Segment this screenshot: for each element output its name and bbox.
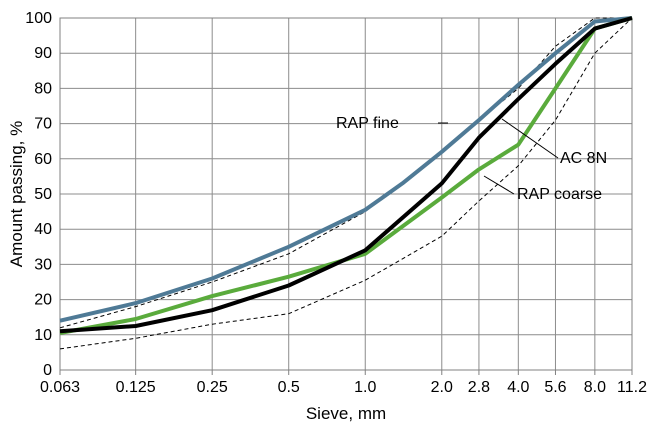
x-tick-label: 1.0	[354, 379, 376, 396]
series-line-ac-8n	[59, 16, 633, 334]
x-tick-label: 2.8	[468, 379, 490, 396]
x-tick-label: 0.063	[40, 379, 80, 396]
y-tick-label: 40	[34, 221, 52, 238]
y-tick-label: 70	[34, 116, 52, 133]
y-tick-label: 90	[34, 45, 52, 62]
y-tick-label: 30	[34, 256, 52, 273]
y-tick-label: 50	[34, 186, 52, 203]
x-tick-label: 0.25	[197, 379, 228, 396]
x-axis-ticks: 0.063 0.125 0.25 0.5 1.0 2.0 2.8 4.0 5.6 8.0 11.2	[40, 379, 647, 396]
x-tick-label: 0.125	[116, 379, 156, 396]
plot-area-frame	[59, 17, 633, 371]
y-tick-label: 60	[34, 151, 52, 168]
callout-label-rap-coarse: RAP coarse	[517, 186, 602, 203]
x-tick-label: 11.2	[617, 379, 647, 396]
y-axis-ticks: 0 10 20 30 40 50 60 70 80 90 100	[25, 10, 52, 379]
series-line-rap-fine	[59, 16, 633, 323]
series-callouts: RAP fine AC 8N RAP coarse	[336, 115, 607, 203]
callout-label-ac-8n: AC 8N	[560, 150, 607, 167]
x-axis-title: Sieve, mm	[306, 404, 386, 423]
x-tick-label: 5.6	[544, 379, 566, 396]
y-tick-label: 80	[34, 80, 52, 97]
x-tick-label: 2.0	[431, 379, 453, 396]
y-tick-label: 20	[34, 292, 52, 309]
series-line-rap-coarse	[59, 16, 633, 335]
y-tick-label: 10	[34, 327, 52, 344]
callout-label-rap-fine: RAP fine	[336, 115, 399, 132]
series-lines	[59, 16, 633, 350]
grading-limit-line	[59, 17, 633, 350]
x-tick-label: 8.0	[584, 379, 606, 396]
callout-leader-rap-coarse	[483, 175, 515, 195]
y-tick-label: 0	[43, 362, 52, 379]
y-axis-title: Amount passing, %	[7, 121, 26, 267]
grading-limit-line	[59, 17, 632, 329]
callout-leader-ac-8n	[501, 118, 559, 159]
x-tick-label: 0.5	[278, 379, 300, 396]
x-tick-label: 4.0	[507, 379, 529, 396]
y-tick-label: 100	[25, 10, 52, 27]
